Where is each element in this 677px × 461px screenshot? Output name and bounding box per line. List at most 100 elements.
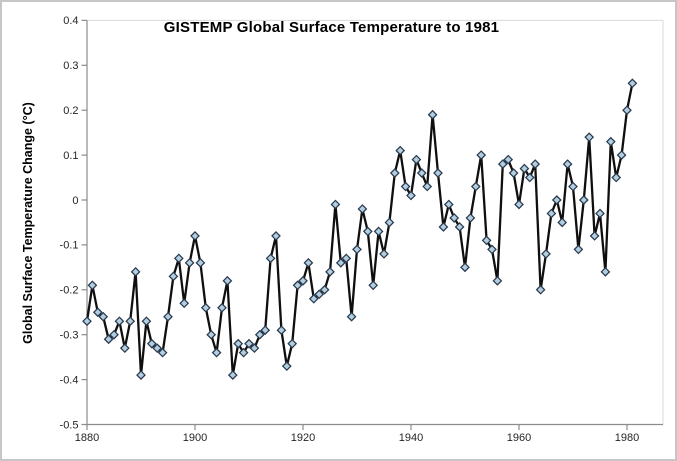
y-tick-label: 0.1 xyxy=(63,150,78,162)
data-point-marker xyxy=(233,338,244,349)
data-point-marker xyxy=(173,253,184,264)
data-point-marker xyxy=(119,343,130,354)
data-point-marker xyxy=(568,181,578,192)
data-point-marker xyxy=(622,105,632,116)
data-point-marker xyxy=(562,159,573,169)
data-point-marker xyxy=(206,329,217,340)
chart-title: GISTEMP Global Surface Temperature to 19… xyxy=(163,19,500,36)
data-point-marker xyxy=(190,231,200,241)
data-point-marker xyxy=(546,208,557,219)
data-point-marker xyxy=(449,213,460,223)
data-point-marker xyxy=(438,222,449,232)
data-point-marker xyxy=(406,190,416,201)
data-point-marker xyxy=(422,181,433,192)
data-point-marker xyxy=(130,266,141,277)
data-point-marker xyxy=(503,154,514,165)
data-point-marker xyxy=(92,307,103,318)
data-point-marker xyxy=(292,280,303,291)
data-point-marker xyxy=(616,150,627,160)
data-point-marker xyxy=(298,275,308,286)
data-point-marker xyxy=(535,284,546,295)
data-point-marker xyxy=(541,248,551,259)
data-point-marker xyxy=(217,302,227,313)
data-point-marker xyxy=(238,347,249,358)
data-point-marker xyxy=(136,370,146,380)
data-point-marker xyxy=(454,222,465,232)
data-point-marker xyxy=(179,298,190,309)
data-point-marker xyxy=(314,289,325,300)
data-point-marker xyxy=(481,235,492,246)
data-point-marker xyxy=(152,343,163,354)
data-point-marker xyxy=(584,132,595,143)
data-point-marker xyxy=(476,150,487,160)
data-point-marker xyxy=(114,316,125,327)
data-point-marker xyxy=(287,338,298,349)
data-point-marker xyxy=(341,253,352,264)
data-point-marker xyxy=(578,195,589,205)
data-point-marker xyxy=(249,343,260,354)
data-point-marker xyxy=(195,257,206,268)
data-point-marker xyxy=(276,325,287,336)
y-tick-label: 0.3 xyxy=(63,60,78,72)
data-point-marker xyxy=(125,316,136,327)
data-point-marker xyxy=(87,280,98,291)
y-tick-label: -0.2 xyxy=(60,285,79,297)
data-point-marker xyxy=(557,217,568,228)
x-tick-label: 1980 xyxy=(615,432,639,444)
data-point-marker xyxy=(254,329,265,340)
data-point-marker xyxy=(389,168,400,178)
data-point-marker xyxy=(368,280,379,291)
data-point-marker xyxy=(487,244,497,255)
data-point-marker xyxy=(508,168,519,178)
y-tick-label: 0.4 xyxy=(63,15,78,27)
x-tick-label: 1960 xyxy=(507,432,531,444)
temperature-line xyxy=(85,83,634,376)
data-point-marker xyxy=(244,338,254,349)
data-point-marker xyxy=(325,266,335,277)
data-point-marker xyxy=(497,159,508,169)
data-point-marker xyxy=(492,275,503,286)
data-point-marker xyxy=(460,262,470,273)
data-point-marker xyxy=(465,213,476,223)
data-point-marker xyxy=(416,168,427,178)
data-point-marker xyxy=(605,136,616,147)
data-point-marker xyxy=(98,311,109,322)
data-point-marker xyxy=(352,244,362,255)
data-point-marker xyxy=(184,257,195,268)
data-point-marker xyxy=(514,199,524,210)
data-point-marker xyxy=(551,195,562,205)
data-point-marker xyxy=(589,231,600,241)
data-point-marker xyxy=(222,275,233,286)
data-point-marker xyxy=(265,253,276,264)
data-point-marker xyxy=(211,347,222,358)
data-point-marker xyxy=(433,168,443,178)
data-point-marker xyxy=(611,172,622,183)
data-point-marker xyxy=(379,248,389,259)
data-point-marker xyxy=(362,226,373,237)
data-point-marker xyxy=(260,325,271,336)
data-point-marker xyxy=(595,208,605,219)
data-point-marker xyxy=(335,257,346,268)
x-tick-label: 1920 xyxy=(291,432,315,444)
data-point-marker xyxy=(103,334,114,345)
data-point-marker xyxy=(146,338,157,349)
data-point-marker xyxy=(271,231,281,241)
data-point-marker xyxy=(627,78,638,89)
data-point-marker xyxy=(400,181,411,192)
y-tick-label: -0.3 xyxy=(60,330,79,342)
data-point-marker xyxy=(470,181,481,192)
y-tick-label: 0 xyxy=(72,195,78,207)
data-point-marker xyxy=(346,311,357,322)
data-point-marker xyxy=(319,284,330,295)
data-point-marker xyxy=(530,159,541,169)
data-point-marker xyxy=(168,271,179,282)
data-point-marker xyxy=(82,316,92,327)
data-point-marker xyxy=(303,257,314,268)
data-point-marker xyxy=(330,199,341,210)
data-point-marker xyxy=(427,109,438,120)
data-point-marker xyxy=(573,244,584,255)
data-point-marker xyxy=(357,204,368,214)
data-point-marker xyxy=(157,347,168,358)
